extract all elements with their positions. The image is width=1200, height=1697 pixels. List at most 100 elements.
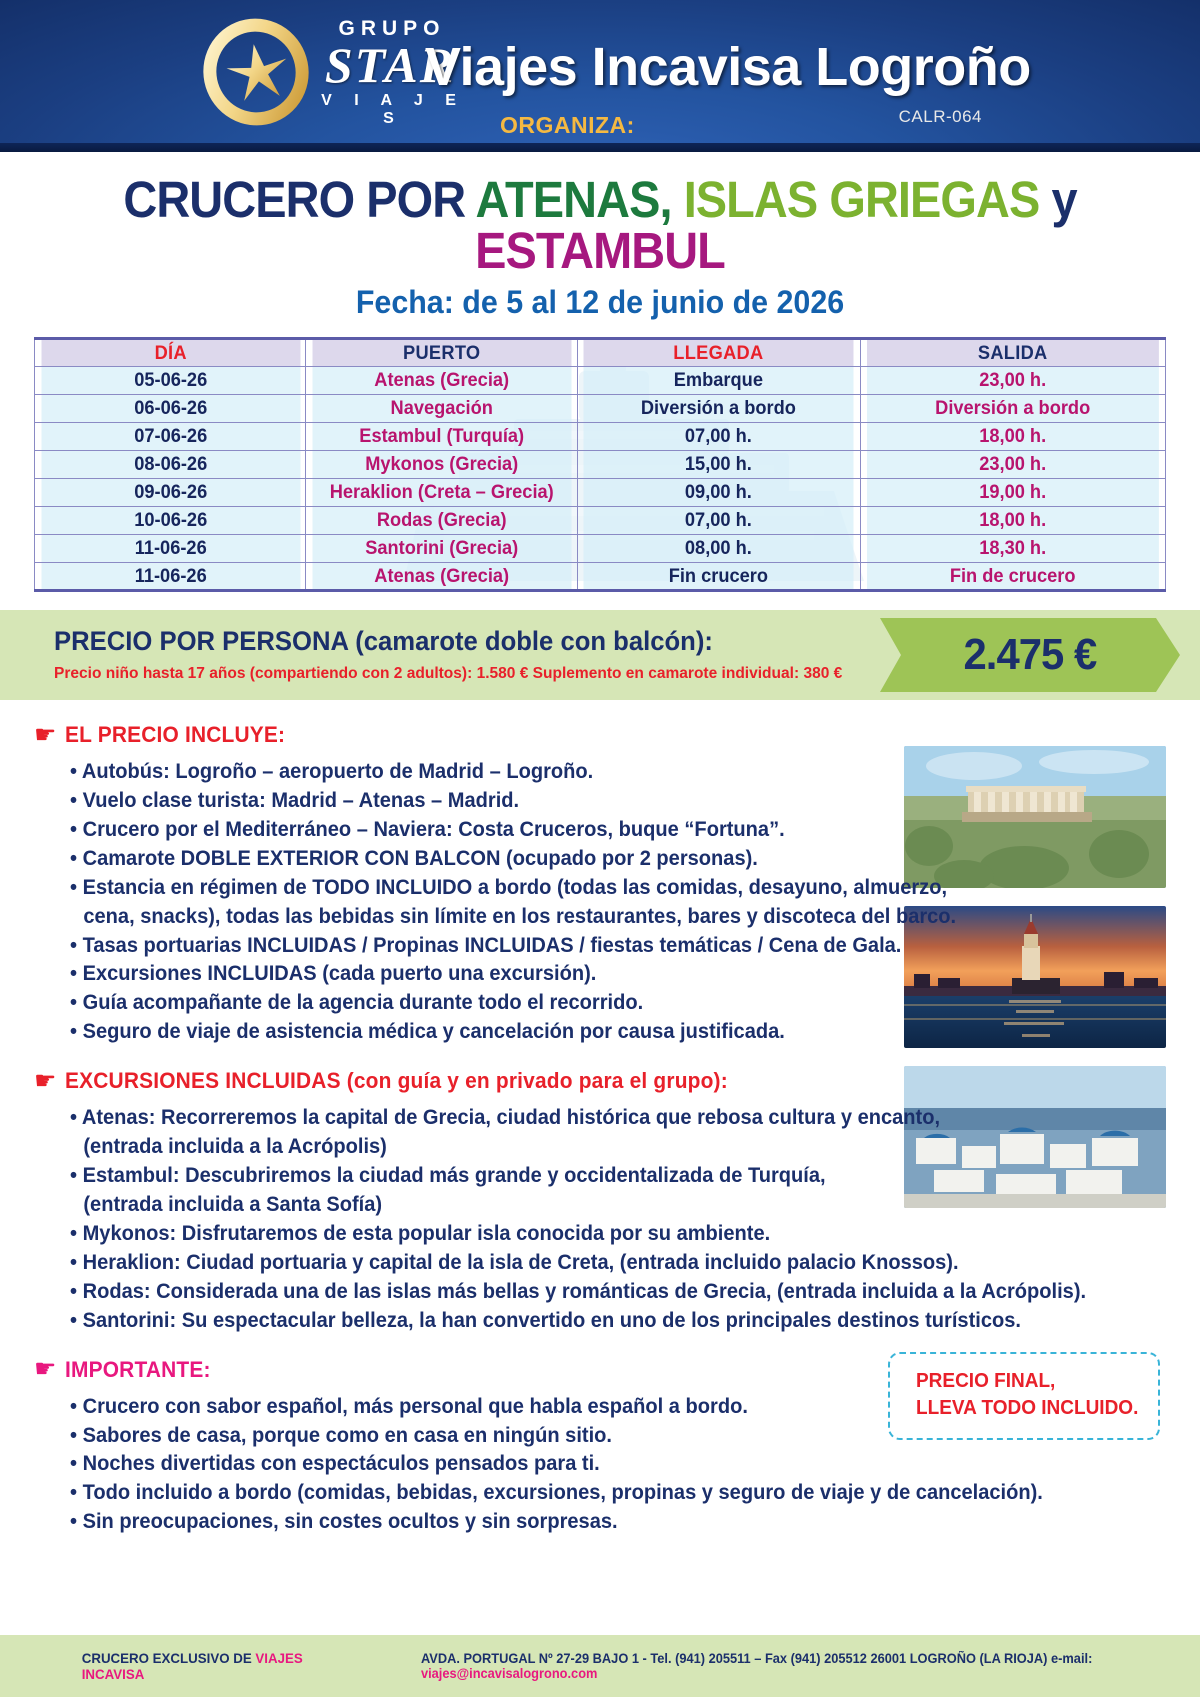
cell-llegada: 15,00 h. [582,450,855,479]
logo-viajes-text: V I A J E S [321,91,465,127]
list-item: • Heraklion: Ciudad portuaria y capital … [70,1250,959,1274]
title-part-atenas: ATENAS, [475,171,673,228]
list-item: • Rodas: Considerada una de las islas má… [70,1279,1087,1303]
title-part-islas: ISLAS GRIEGAS [671,171,1052,228]
cell-dia: 08-06-26 [39,450,301,479]
footer-brand: VIAJES INCAVISA [81,1650,303,1682]
content-body: ☛ EL PRECIO INCLUYE: • Autobús: Logroño … [0,722,1200,1536]
list-item: • Vuelo clase turista: Madrid – Atenas –… [70,788,520,812]
cell-dia: 06-06-26 [39,394,301,423]
pointing-hand-icon: ☛ [34,720,57,749]
cell-llegada: 07,00 h. [582,422,855,451]
title-part-1: CRUCERO POR [123,171,476,228]
cell-llegada: Diversión a bordo [582,394,855,423]
list-item: • Santorini: Su espectacular belleza, la… [70,1308,1021,1332]
cell-salida: 23,00 h. [865,450,1160,479]
cell-dia: 05-06-26 [39,366,301,395]
list-item: • Guía acompañante de la agencia durante… [70,991,644,1015]
table-row: 07-06-26 Estambul (Turquía) 07,00 h. 18,00 … [35,422,1166,451]
list-item: cena, snacks), todas las bebidas sin lím… [83,904,957,928]
list-item: • Sin preocupaciones, sin costes ocultos… [70,1510,618,1534]
organiza-label: ORGANIZA: [500,112,635,138]
footer-address: AVDA. PORTUGAL Nº 27-29 BAJO 1 - Tel. (9… [420,1651,1093,1666]
table-header-row: DÍA PUERTO LLEGADA SALIDA [35,338,1166,367]
includes-heading: EL PRECIO INCLUYE: [65,722,286,747]
table-row: 08-06-26 Mykonos (Grecia) 15,00 h. 23,00 h. [35,450,1166,479]
travel-dates: Fecha: de 5 al 12 de junio de 2026 [355,284,845,320]
list-item: • Seguro de viaje de asistencia médica y… [70,1020,785,1044]
cell-puerto: Heraklion (Creta – Grecia) [310,478,573,507]
cell-llegada: 08,00 h. [582,534,855,563]
list-item: • Mykonos: Disfrutaremos de esta popular… [70,1221,771,1245]
important-heading-row: ☛ IMPORTANTE: [34,1357,1166,1383]
title-block: CRUCERO POR ATENAS, ISLAS GRIEGAS y ESTA… [0,152,1200,321]
cell-puerto: Rodas (Grecia) [310,506,573,535]
list-item: • Estancia en régimen de TODO INCLUIDO a… [70,875,948,899]
price-amount: 2.475 € [963,630,1098,679]
cell-puerto: Atenas (Grecia) [310,366,573,395]
itinerary-table: DÍA PUERTO LLEGADA SALIDA 05-06-26 Atenas… [34,337,1166,592]
cell-dia: 11-06-26 [39,534,301,563]
final-price-line-2: LLEVA TODO INCLUIDO. [916,1397,1139,1419]
list-item: • Estambul: Descubriremos la ciudad más … [70,1164,826,1188]
cell-puerto: Navegación [310,394,573,423]
table-row: 06-06-26 Navegación Diversión a bordo Diver… [35,394,1166,423]
acropolis-athens-photo [904,746,1166,888]
agency-name: Viajes Incavisa Logroño [425,37,1031,97]
includes-list: • Autobús: Logroño – aeropuerto de Madri… [70,758,1166,1046]
table-row: 10-06-26 Rodas (Grecia) 07,00 h. 18,00 h. [35,506,1166,535]
price-subtitle: Precio niño hasta 17 años (compartiendo … [54,665,843,683]
footer-contact: AVDA. PORTUGAL Nº 27-29 BAJO 1 - Tel. (9… [421,1651,1180,1681]
cell-llegada: 07,00 h. [582,506,855,535]
list-item: • Todo incluido a bordo (comidas, bebida… [70,1481,1043,1505]
excursions-heading-row: ☛ EXCURSIONES INCLUIDAS (con guía y en p… [34,1068,1166,1094]
list-item: (entrada incluida a la Acrópolis) [83,1135,387,1159]
list-item: • Sabores de casa, porque como en casa e… [70,1423,612,1447]
page-title: CRUCERO POR ATENAS, ISLAS GRIEGAS y ESTA… [48,174,1152,276]
excursions-heading: EXCURSIONES INCLUIDAS (con guía y en pri… [65,1068,729,1094]
itinerary-section: DÍA PUERTO LLEGADA SALIDA 05-06-26 Atenas… [34,337,1166,592]
cell-puerto: Atenas (Grecia) [310,562,573,591]
maiden-tower-istanbul-photo [904,906,1166,1048]
cell-llegada: Embarque [582,366,855,395]
logo-star-text: STAR [324,37,456,93]
footer-exclusive: CRUCERO EXCLUSIVO DE VIAJES INCAVISA [82,1650,338,1682]
cell-puerto: Santorini (Grecia) [310,534,573,563]
col-header-llegada: LLEGADA [582,338,855,367]
list-item: • Autobús: Logroño – aeropuerto de Madri… [70,760,594,783]
title-part-estambul: ESTAMBUL [475,222,726,279]
table-row: 11-06-26 Santorini (Grecia) 08,00 h. 18,30 … [35,534,1166,563]
list-item: • Atenas: Recorreremos la capital de Gre… [70,1106,941,1130]
maiden-tower [1012,914,1060,994]
cell-dia: 07-06-26 [39,422,301,451]
logo-grupo-text: GRUPO [338,17,446,40]
cell-salida: Fin de crucero [865,562,1160,591]
list-item: • Tasas portuarias INCLUIDAS / Propinas … [70,933,902,957]
cell-puerto: Mykonos (Grecia) [310,450,573,479]
cell-llegada: 09,00 h. [582,478,855,507]
excursions-list: • Atenas: Recorreremos la capital de Gre… [70,1104,1166,1334]
cell-salida: 18,00 h. [865,506,1160,535]
cell-dia: 09-06-26 [39,478,301,507]
price-banner: PRECIO POR PERSONA (camarote doble con b… [0,610,1200,700]
col-header-puerto: PUERTO [310,338,573,367]
page-header: GRUPO STAR V I A J E S Viajes Incavisa L… [0,0,1200,152]
col-header-dia: DÍA [39,338,301,367]
footer-email[interactable]: viajes@incavisalogrono.com [420,1666,598,1681]
price-title: PRECIO POR PERSONA (camarote doble con b… [54,625,713,656]
important-list: • Crucero con sabor español, más persona… [70,1393,1166,1537]
pointing-hand-icon: ☛ [34,1355,57,1384]
price-text-block: PRECIO POR PERSONA (camarote doble con b… [0,625,867,684]
grupo-star-logo: GRUPO STAR V I A J E S [200,14,456,132]
important-heading: IMPORTANTE: [65,1356,212,1382]
cell-salida: 18,00 h. [865,422,1160,451]
cell-puerto: Estambul (Turquía) [310,422,573,451]
list-item: • Crucero por el Mediterráneo – Naviera:… [70,817,785,841]
pointing-hand-icon: ☛ [34,1066,57,1095]
title-part-y: y [1051,171,1077,228]
price-tag: 2.475 € [880,618,1180,692]
list-item: (entrada incluida a Santa Sofía) [83,1192,383,1216]
cell-salida: 19,00 h. [865,478,1160,507]
includes-heading-row: ☛ EL PRECIO INCLUYE: [34,722,1166,748]
